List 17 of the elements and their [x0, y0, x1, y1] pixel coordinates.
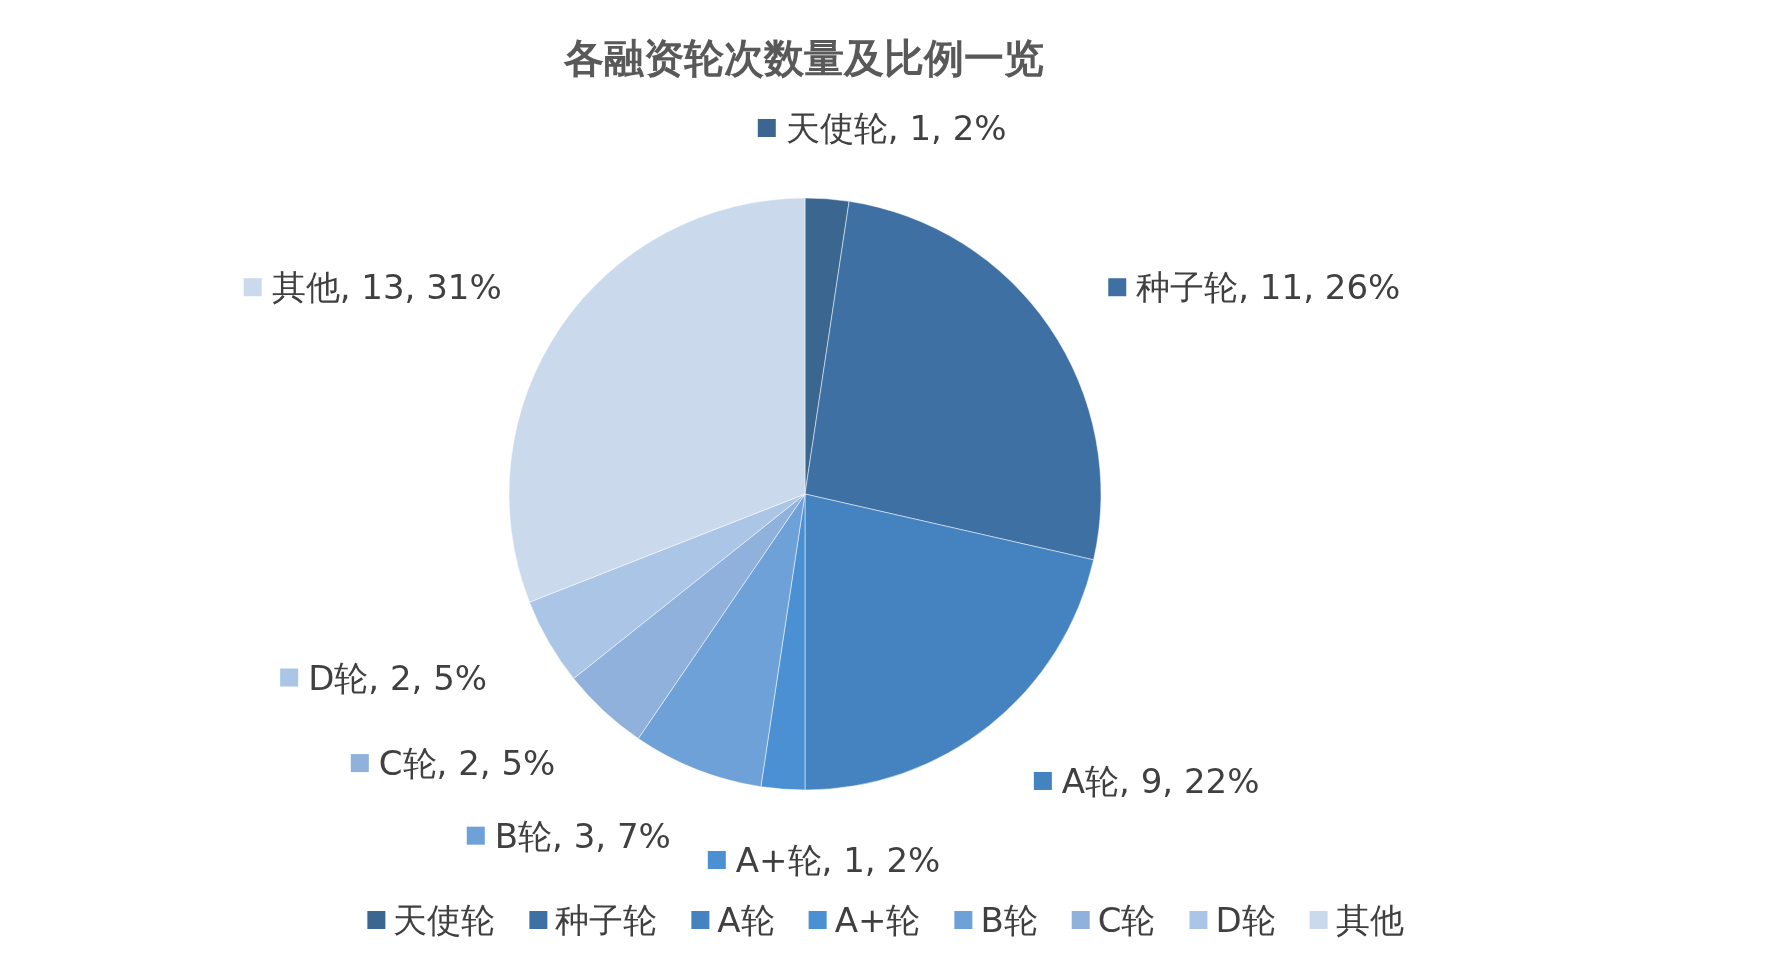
- legend-label: D轮: [1215, 900, 1276, 940]
- data-label: D轮, 2, 5%: [308, 657, 488, 698]
- data-label: A+轮, 1, 2%: [735, 840, 941, 881]
- legend-label: 其他: [1335, 900, 1404, 940]
- data-label: A轮, 9, 22%: [1061, 760, 1260, 801]
- data-label: 种子轮, 11, 26%: [1136, 267, 1401, 308]
- data-label: C轮, 2, 5%: [378, 743, 556, 784]
- data-label: 其他, 13, 31%: [271, 267, 502, 308]
- legend-label: 种子轮: [555, 900, 658, 940]
- data-label: B轮, 3, 7%: [494, 815, 671, 856]
- chart-title: 各融资轮次数量及比例一览: [563, 35, 1044, 81]
- legend-label: 天使轮: [393, 900, 496, 940]
- legend-label: B轮: [980, 900, 1038, 940]
- legend-label: A+轮: [834, 900, 921, 940]
- legend-label: A轮: [717, 900, 775, 940]
- legend-label: C轮: [1097, 900, 1156, 940]
- data-label: 天使轮, 1, 2%: [785, 107, 1007, 148]
